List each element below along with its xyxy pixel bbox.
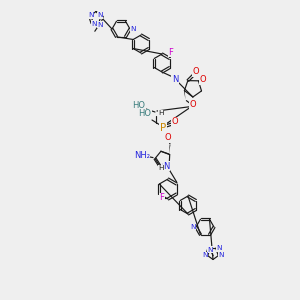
Text: O: O bbox=[199, 75, 206, 84]
Text: O: O bbox=[165, 134, 171, 142]
Text: N: N bbox=[202, 252, 208, 258]
Text: F: F bbox=[168, 48, 173, 57]
Text: N: N bbox=[97, 22, 103, 28]
Text: P: P bbox=[160, 123, 166, 133]
Text: O: O bbox=[189, 100, 196, 109]
Text: N: N bbox=[88, 13, 94, 19]
Text: H: H bbox=[158, 110, 164, 116]
Text: N: N bbox=[218, 251, 224, 257]
Text: N: N bbox=[91, 21, 96, 27]
Polygon shape bbox=[184, 91, 185, 100]
Text: NH₂: NH₂ bbox=[134, 151, 150, 160]
Text: HO: HO bbox=[133, 100, 146, 109]
Text: N: N bbox=[172, 76, 178, 85]
Text: N: N bbox=[130, 26, 136, 32]
Text: N: N bbox=[190, 224, 196, 230]
Polygon shape bbox=[169, 145, 170, 154]
Text: H: H bbox=[158, 165, 164, 171]
Text: N: N bbox=[161, 163, 167, 172]
Text: N: N bbox=[163, 161, 169, 170]
Text: N: N bbox=[207, 247, 213, 253]
Text: N: N bbox=[98, 13, 103, 19]
Text: F: F bbox=[160, 194, 164, 202]
Text: HO: HO bbox=[139, 110, 152, 118]
Text: O: O bbox=[172, 118, 178, 127]
Text: N: N bbox=[216, 245, 222, 251]
Text: O: O bbox=[193, 67, 199, 76]
